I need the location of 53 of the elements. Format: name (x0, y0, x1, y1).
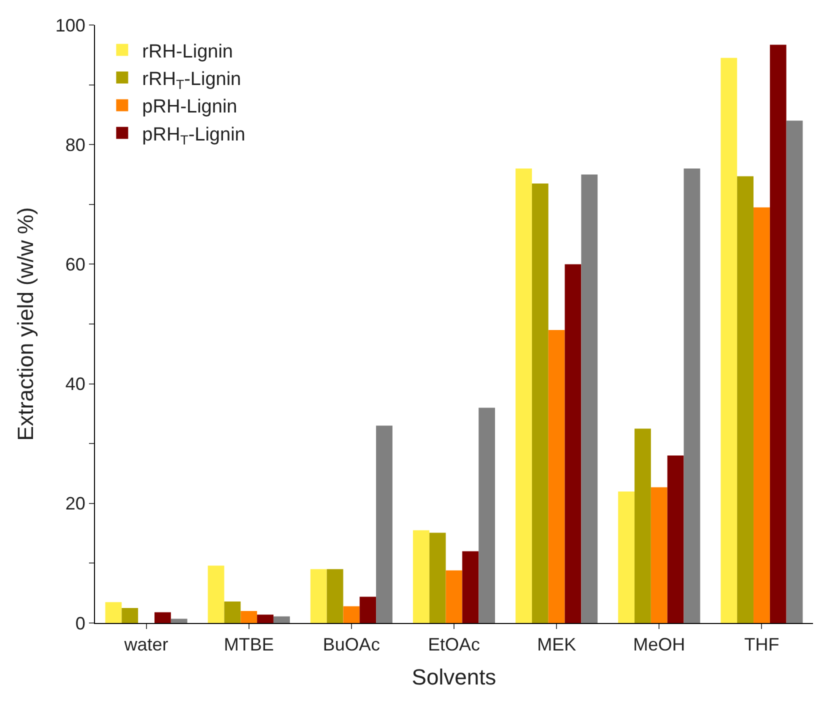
y-tick-label: 20 (65, 494, 86, 514)
y-tick-label: 40 (65, 374, 86, 394)
x-axis-title: Solvents (412, 664, 496, 690)
x-tick-label: MEK (537, 634, 576, 655)
legend-label: pRH-Lignin (142, 96, 238, 118)
x-tick-label: water (123, 634, 168, 655)
x-tick-label: THF (744, 634, 780, 655)
bar (376, 426, 392, 623)
bar (224, 601, 241, 623)
y-axis-title: Extraction yield (w/w %) (13, 207, 38, 441)
x-tick-label: EtOAc (428, 634, 480, 655)
bar (516, 168, 532, 623)
bar (240, 611, 258, 623)
bar (429, 532, 446, 623)
y-tick-label: 0 (75, 613, 86, 634)
bar (412, 530, 430, 623)
bar (122, 608, 138, 623)
x-tick-label: MTBE (224, 634, 274, 655)
bar (208, 566, 224, 623)
bar (478, 408, 496, 623)
bar (360, 596, 376, 623)
bar (343, 606, 360, 623)
x-tick-label: MeOH (633, 634, 686, 655)
bar (618, 491, 635, 623)
bar (326, 569, 344, 623)
y-tick-label: 100 (55, 15, 86, 36)
bar (720, 58, 738, 623)
bar (310, 569, 327, 623)
legend-label: rRH-Lignin (142, 41, 233, 62)
y-tick-label: 80 (65, 134, 86, 155)
bar (770, 44, 786, 623)
bar (273, 616, 290, 623)
bar (667, 456, 684, 623)
y-tick-label: 60 (65, 254, 86, 274)
bar (532, 183, 548, 623)
bar (446, 570, 462, 623)
legend-label: rRH$_{T}$-Lignin (142, 68, 242, 92)
bar (581, 174, 598, 623)
legend-label: pRH$_{T}$-Lignin (142, 124, 246, 148)
bar (634, 428, 651, 623)
bar (257, 614, 274, 623)
bar (650, 487, 668, 623)
bar (105, 602, 122, 623)
bar (786, 120, 803, 623)
bar (754, 207, 770, 623)
x-tick-label: BuOAc (322, 634, 380, 655)
bar (154, 612, 171, 623)
bar (684, 168, 700, 623)
bar (737, 176, 754, 623)
bar (548, 330, 565, 623)
bar (170, 618, 188, 623)
bar (564, 264, 582, 623)
bar (462, 551, 479, 623)
